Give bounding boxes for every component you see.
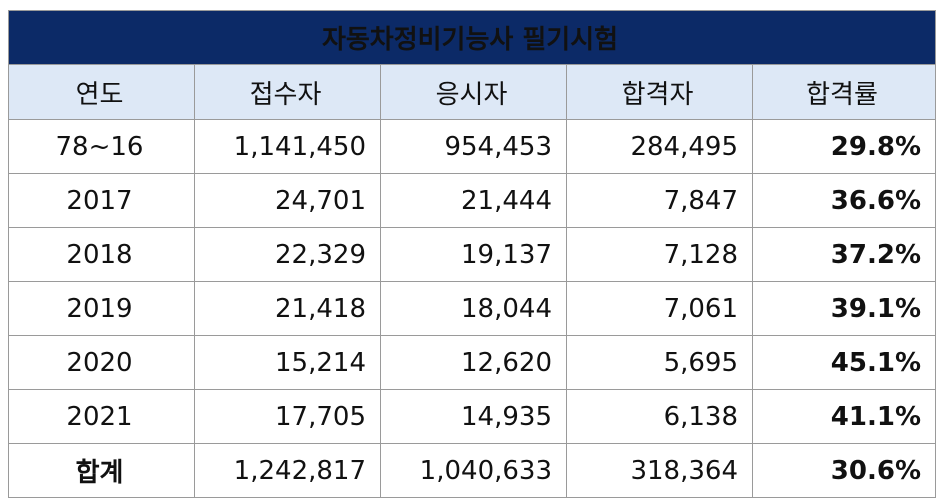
header-examinees: 응시자 (380, 64, 567, 120)
cell-passers: 6,138 (566, 389, 753, 444)
header-year: 연도 (8, 64, 195, 120)
table-row: 2019 21,418 18,044 7,061 39.1% (8, 281, 936, 336)
cell-year: 2021 (8, 389, 195, 444)
header-passers: 합격자 (566, 64, 753, 120)
cell-year: 2019 (8, 281, 195, 336)
cell-examinees: 19,137 (380, 227, 567, 282)
cell-examinees: 954,453 (380, 119, 567, 174)
cell-examinees: 12,620 (380, 335, 567, 390)
table-title-row: 자동차정비기능사 필기시험 (8, 10, 936, 65)
cell-pass-rate: 39.1% (752, 281, 936, 336)
cell-passers: 284,495 (566, 119, 753, 174)
table-row: 2017 24,701 21,444 7,847 36.6% (8, 173, 936, 228)
cell-total-applicants: 1,242,817 (194, 443, 381, 498)
cell-pass-rate: 41.1% (752, 389, 936, 444)
table-header-row: 연도 접수자 응시자 합격자 합격률 (8, 64, 936, 120)
table-row: 78~16 1,141,450 954,453 284,495 29.8% (8, 119, 936, 174)
table-row: 2021 17,705 14,935 6,138 41.1% (8, 389, 936, 444)
cell-total-label: 합계 (8, 443, 195, 498)
cell-total-passers: 318,364 (566, 443, 753, 498)
cell-pass-rate: 29.8% (752, 119, 936, 174)
cell-total-pass-rate: 30.6% (752, 443, 936, 498)
cell-applicants: 22,329 (194, 227, 381, 282)
cell-year: 2017 (8, 173, 195, 228)
table-total-row: 합계 1,242,817 1,040,633 318,364 30.6% (8, 443, 936, 498)
header-applicants: 접수자 (194, 64, 381, 120)
cell-total-examinees: 1,040,633 (380, 443, 567, 498)
cell-applicants: 21,418 (194, 281, 381, 336)
table-row: 2020 15,214 12,620 5,695 45.1% (8, 335, 936, 390)
cell-passers: 7,847 (566, 173, 753, 228)
cell-pass-rate: 45.1% (752, 335, 936, 390)
cell-passers: 7,061 (566, 281, 753, 336)
cell-applicants: 24,701 (194, 173, 381, 228)
cell-applicants: 17,705 (194, 389, 381, 444)
table-row: 2018 22,329 19,137 7,128 37.2% (8, 227, 936, 282)
table-title: 자동차정비기능사 필기시험 (8, 10, 936, 65)
cell-pass-rate: 37.2% (752, 227, 936, 282)
cell-passers: 7,128 (566, 227, 753, 282)
cell-applicants: 1,141,450 (194, 119, 381, 174)
cell-examinees: 14,935 (380, 389, 567, 444)
cell-examinees: 21,444 (380, 173, 567, 228)
cell-year: 2020 (8, 335, 195, 390)
cell-year: 2018 (8, 227, 195, 282)
cell-pass-rate: 36.6% (752, 173, 936, 228)
header-pass-rate: 합격률 (752, 64, 936, 120)
cell-examinees: 18,044 (380, 281, 567, 336)
cell-passers: 5,695 (566, 335, 753, 390)
cell-year: 78~16 (8, 119, 195, 174)
exam-stats-table: 자동차정비기능사 필기시험 연도 접수자 응시자 합격자 합격률 78~16 1… (8, 10, 936, 498)
cell-applicants: 15,214 (194, 335, 381, 390)
